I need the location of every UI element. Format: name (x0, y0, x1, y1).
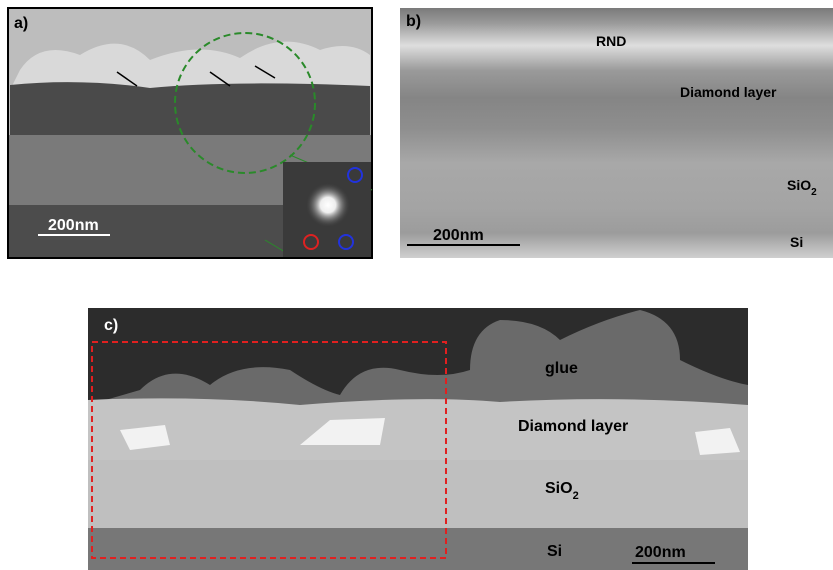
scale-label: 200nm (48, 217, 99, 234)
layer-label: Diamond layer (680, 84, 777, 100)
layer-label: Si (790, 234, 803, 250)
panel-label: a) (14, 15, 28, 32)
sio2-region (88, 460, 748, 528)
diamond-region (10, 82, 370, 135)
panel-b: b) RND Diamond layer SiO2 Si 200nm (400, 8, 833, 258)
panel-c: c) glue Diamond layer SiO2 Si 200nm (88, 308, 748, 570)
page: a) 200nm b) RND Diamond layer SiO2 Si 20… (0, 0, 833, 570)
layer-label: glue (545, 360, 578, 377)
scale-label: 200nm (433, 227, 484, 244)
panel-label: c) (104, 317, 118, 334)
layer-label-main: SiO (545, 480, 573, 497)
layer-label: Diamond layer (518, 418, 628, 435)
panel-a: a) 200nm (8, 8, 372, 258)
layer-label-sub: 2 (811, 187, 817, 198)
layer-label-sub: 2 (573, 490, 579, 502)
diamond-region (88, 398, 748, 460)
panel-label: b) (406, 13, 421, 30)
layer-label: Si (547, 543, 562, 560)
diffraction-spot (306, 183, 350, 227)
figure: a) 200nm b) RND Diamond layer SiO2 Si 20… (0, 0, 833, 570)
scale-label: 200nm (635, 544, 686, 561)
layer-label-main: SiO (787, 177, 811, 193)
layer-label: RND (596, 33, 626, 49)
